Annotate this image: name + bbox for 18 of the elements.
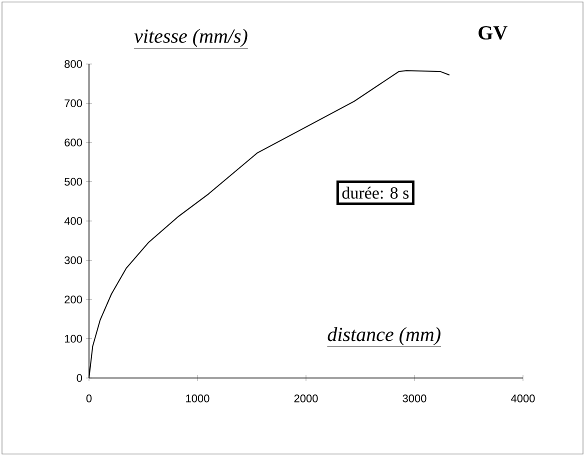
x-tick-label: 1000 — [186, 394, 210, 402]
x-axis-title: distance (mm) — [328, 327, 440, 346]
y-tick-label: 500 — [64, 178, 82, 186]
y-axis-title: vitesse (mm/s) — [134, 28, 248, 47]
y-tick-label: 100 — [64, 334, 82, 343]
y-tick-label: 800 — [64, 60, 82, 68]
annotation: durée: 8 s — [342, 186, 409, 199]
y-tick-label: 400 — [64, 217, 82, 225]
y-tick-label: 700 — [64, 99, 82, 108]
y-tick-label: 600 — [64, 138, 82, 146]
y-tick-label: 200 — [64, 296, 82, 304]
y-tick-label: 0 — [76, 374, 82, 382]
y-tick-label: 300 — [64, 256, 82, 264]
chart-title: GV — [478, 26, 508, 40]
x-tick-label: 3000 — [402, 394, 426, 402]
x-tick-label: 4000 — [511, 394, 535, 402]
x-tick-label: 2000 — [294, 394, 318, 402]
x-tick-label: 0 — [86, 394, 92, 402]
